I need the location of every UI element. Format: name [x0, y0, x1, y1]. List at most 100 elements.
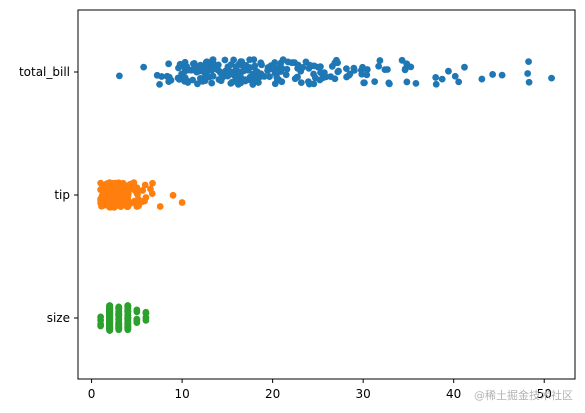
data-point	[317, 63, 324, 71]
data-point	[115, 72, 123, 80]
data-point	[189, 76, 197, 84]
data-point	[278, 78, 286, 86]
data-point	[376, 57, 384, 64]
data-point	[194, 80, 201, 88]
data-point	[445, 67, 452, 75]
data-point	[310, 80, 318, 88]
data-point	[386, 80, 393, 88]
data-point	[524, 70, 532, 77]
data-point	[251, 62, 259, 70]
data-point	[130, 179, 138, 187]
x-axis: 0 10 20 30 40 50	[88, 379, 552, 401]
data-point	[141, 181, 149, 189]
data-point	[260, 73, 268, 80]
data-point	[167, 76, 175, 84]
data-point	[525, 58, 532, 66]
x-tick-label: 10	[174, 387, 189, 401]
data-point	[124, 308, 132, 316]
data-point	[461, 63, 468, 71]
data-point	[133, 308, 141, 316]
data-point	[294, 73, 301, 81]
data-point	[455, 78, 463, 86]
data-point	[115, 309, 123, 316]
series-tip	[97, 179, 186, 211]
y-tick-label: tip	[54, 188, 70, 202]
data-point	[489, 71, 497, 78]
data-point	[133, 184, 141, 192]
data-point	[363, 71, 371, 79]
data-point	[432, 74, 440, 81]
data-point	[361, 79, 368, 87]
data-point	[97, 316, 105, 324]
data-point	[363, 66, 371, 73]
data-point	[165, 60, 173, 68]
data-point	[208, 79, 216, 87]
data-point	[209, 72, 217, 80]
data-point	[124, 314, 132, 322]
data-point	[407, 63, 415, 71]
data-point	[250, 56, 258, 64]
data-point	[438, 75, 446, 83]
data-point	[297, 79, 305, 87]
data-point	[221, 56, 229, 64]
data-point	[398, 56, 406, 64]
data-point	[401, 65, 409, 73]
y-tick-label: total_bill	[19, 65, 70, 79]
data-point	[156, 203, 164, 210]
data-point	[156, 81, 163, 88]
data-point	[278, 64, 286, 72]
data-point	[335, 67, 342, 75]
data-point	[403, 78, 411, 86]
data-point	[350, 66, 358, 74]
data-point	[331, 75, 339, 83]
data-point	[269, 64, 277, 72]
x-tick-label: 20	[265, 387, 280, 401]
data-point	[548, 74, 555, 82]
data-point	[412, 79, 420, 87]
data-point	[375, 62, 383, 70]
data-point	[214, 61, 222, 69]
data-point	[266, 73, 273, 81]
watermark-text: @稀土掘金技术社区	[474, 388, 573, 402]
data-point	[525, 78, 533, 86]
data-point	[343, 65, 350, 73]
data-point	[271, 59, 279, 66]
data-point	[299, 63, 307, 71]
data-point	[169, 191, 177, 199]
data-point	[148, 190, 156, 197]
plot-area	[97, 56, 555, 334]
data-point	[133, 316, 141, 324]
data-point	[124, 302, 132, 310]
data-point	[140, 63, 148, 71]
data-point	[451, 72, 459, 80]
data-point	[334, 59, 342, 67]
data-point	[139, 187, 147, 194]
data-point	[255, 79, 262, 86]
data-point	[124, 319, 132, 327]
series-total-bill	[115, 56, 555, 88]
y-tick-label: size	[47, 311, 70, 325]
data-point	[478, 75, 486, 83]
data-point	[142, 308, 150, 316]
data-point	[384, 66, 391, 73]
data-point	[158, 73, 166, 80]
data-point	[149, 179, 156, 187]
data-point	[432, 80, 440, 88]
data-point	[283, 65, 291, 73]
data-point	[230, 56, 238, 64]
data-point	[498, 71, 506, 79]
data-point	[142, 194, 150, 201]
data-point	[258, 61, 265, 69]
data-point	[282, 71, 290, 79]
data-point	[115, 320, 123, 328]
x-tick-label: 30	[356, 387, 371, 401]
data-point	[106, 307, 114, 315]
data-point	[178, 199, 186, 206]
series-size	[97, 302, 150, 334]
x-tick-label: 50	[537, 387, 552, 401]
data-point	[358, 70, 366, 78]
x-tick-label: 0	[88, 387, 96, 401]
